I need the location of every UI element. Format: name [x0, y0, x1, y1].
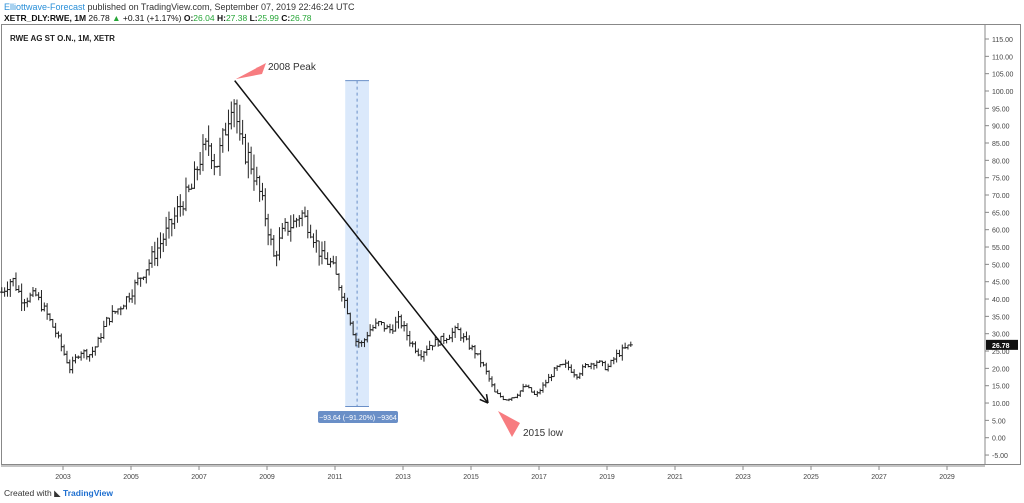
footer: Created with ◣ TradingView	[4, 488, 113, 499]
y-tick-label: 95.00	[992, 106, 1010, 113]
tradingview-link[interactable]: TradingView	[63, 488, 113, 498]
publish-text: published on TradingView.com, September …	[85, 2, 355, 12]
x-tick-label: 2003	[55, 474, 71, 481]
y-tick-label: 105.00	[992, 72, 1014, 79]
x-tick-label: 2017	[531, 474, 547, 481]
arrow-head-icon	[479, 398, 489, 404]
last-price-label: 26.78	[992, 343, 1010, 350]
high-value: 27.38	[225, 13, 248, 23]
x-tick-label: 2011	[327, 474, 342, 481]
y-tick-label: 15.00	[992, 384, 1010, 391]
h-label: H:	[216, 13, 226, 23]
y-tick-label: 20.00	[992, 366, 1010, 373]
x-tick-label: 2005	[123, 474, 139, 481]
measure-label: −93.64 (−91.20%) −9364	[319, 415, 397, 422]
y-tick-label: 0.00	[992, 436, 1006, 443]
y-tick-label: 75.00	[992, 176, 1010, 183]
publish-info: Elliottwave-Forecast published on Tradin…	[4, 2, 355, 12]
close-value: 26.78	[290, 13, 312, 23]
x-tick-label: 2027	[871, 474, 887, 481]
x-tick-label: 2029	[939, 474, 955, 481]
trend-arrow	[234, 80, 489, 404]
y-tick-label: 115.00	[992, 37, 1013, 44]
y-tick-label: 60.00	[992, 228, 1010, 235]
y-tick-label: -5.00	[992, 453, 1008, 460]
created-with: Created with	[4, 488, 52, 498]
last-price-box	[986, 339, 1018, 350]
tradingview-logo-icon: ◣	[54, 488, 61, 498]
y-tick-label: 30.00	[992, 332, 1010, 339]
measure-label-box	[318, 411, 398, 423]
y-tick-label: 50.00	[992, 262, 1010, 269]
arrow-head-icon	[485, 394, 489, 404]
low-callout-icon	[498, 411, 520, 437]
chart-frame	[1, 24, 1021, 465]
peak-callout-icon	[236, 63, 266, 79]
y-tick-label: 40.00	[992, 297, 1010, 304]
x-tick-label: 2019	[599, 474, 615, 481]
ticker: XETR_DLY:RWE, 1M	[4, 13, 87, 23]
x-tick-label: 2013	[395, 474, 411, 481]
x-tick-label: 2025	[803, 474, 819, 481]
y-tick-label: 90.00	[992, 124, 1010, 131]
symbol-label: RWE AG ST O.N., 1M, XETR	[10, 34, 115, 43]
peak-label: 2008 Peak	[268, 62, 317, 73]
y-tick-label: 110.00	[992, 54, 1013, 61]
x-tick-label: 2007	[191, 474, 207, 481]
ticker-info: XETR_DLY:RWE, 1M 26.78 ▲ +0.31 (+1.17%) …	[4, 13, 312, 23]
y-tick-label: 5.00	[992, 418, 1006, 425]
y-tick-label: 45.00	[992, 280, 1010, 287]
y-tick-label: 80.00	[992, 158, 1010, 165]
y-tick-label: 25.00	[992, 349, 1010, 356]
up-arrow-icon: ▲	[112, 13, 121, 23]
y-tick-label: 65.00	[992, 210, 1010, 217]
c-label: C:	[281, 13, 291, 23]
x-tick-label: 2015	[463, 474, 479, 481]
x-tick-label: 2009	[259, 474, 275, 481]
o-label: O:	[183, 13, 194, 23]
x-tick-label: 2021	[667, 474, 683, 481]
last-price: 26.78	[88, 13, 110, 23]
y-tick-label: 70.00	[992, 193, 1010, 200]
open-value: 26.04	[193, 13, 215, 23]
y-tick-label: 35.00	[992, 314, 1010, 321]
y-tick-label: 10.00	[992, 401, 1010, 408]
x-tick-label: 2023	[735, 474, 751, 481]
l-label: L:	[249, 13, 258, 23]
y-tick-label: 55.00	[992, 245, 1010, 252]
y-tick-label: 100.00	[992, 89, 1014, 96]
low-value: 25.99	[257, 13, 279, 23]
author-link[interactable]: Elliottwave-Forecast	[4, 2, 86, 12]
low-label: 2015 low	[523, 428, 564, 439]
change: +0.31 (+1.17%)	[122, 13, 182, 23]
y-tick-label: 85.00	[992, 141, 1010, 148]
